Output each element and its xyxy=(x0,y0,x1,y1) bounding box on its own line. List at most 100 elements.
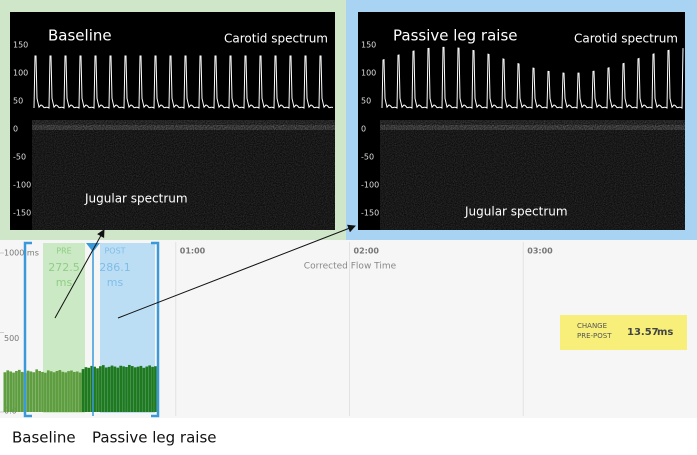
bar xyxy=(133,367,137,412)
scale-label: -50 xyxy=(361,153,374,162)
bar xyxy=(136,366,140,412)
y-tick-label: 500 xyxy=(4,334,19,343)
scale-label: -100 xyxy=(361,181,379,190)
bar xyxy=(58,370,62,412)
caption: Passive leg raise xyxy=(92,429,217,447)
bar xyxy=(93,366,96,412)
x-tick-label: 03:00 xyxy=(527,247,553,256)
bar xyxy=(110,365,114,412)
scale-label: 100 xyxy=(361,69,376,78)
ultrasound: 150 100 50 0 -50 -100 -150 Baseline Carotid spec… xyxy=(10,12,685,230)
x-tick-label: 02:00 xyxy=(354,247,380,256)
jugular-label: Jugular spectrum xyxy=(84,192,188,206)
bar xyxy=(46,370,50,412)
scale-label: -100 xyxy=(13,181,31,190)
change-label: PRE-POST xyxy=(577,332,612,340)
bar xyxy=(41,371,44,412)
annotation-value: 272.5 xyxy=(48,261,80,274)
bar xyxy=(104,367,108,412)
bar xyxy=(70,370,73,412)
arrow xyxy=(54,229,105,319)
bar xyxy=(32,372,36,412)
annotation-label: POST xyxy=(104,247,125,256)
arrow xyxy=(117,224,356,319)
bar xyxy=(96,368,99,412)
spectrum-noise xyxy=(380,125,685,230)
scale-label: 50 xyxy=(13,97,23,106)
bar xyxy=(3,372,7,412)
bar xyxy=(107,366,111,412)
bracket xyxy=(151,241,160,418)
annotation-unit: ms xyxy=(56,276,73,289)
bar xyxy=(49,371,53,412)
baseline-noise xyxy=(380,120,685,130)
baseline-noise xyxy=(32,120,335,130)
bar xyxy=(122,366,125,412)
bar xyxy=(99,366,102,412)
panel-title: Baseline xyxy=(48,27,112,45)
change-unit: ms xyxy=(657,327,673,338)
change-value: 13.57 xyxy=(627,327,659,338)
bar xyxy=(154,366,157,412)
scale-label: -150 xyxy=(13,209,31,218)
bar xyxy=(35,369,39,412)
scale-label: 150 xyxy=(361,41,376,50)
bar xyxy=(20,371,24,412)
annotation-label: PRE xyxy=(56,247,71,256)
bar xyxy=(119,365,123,412)
jugular-label: Jugular spectrum xyxy=(464,205,568,219)
spectrum-noise xyxy=(32,125,335,230)
x-tick-label: 01:00 xyxy=(180,247,206,256)
bar xyxy=(52,372,56,412)
chart-subtitle: Corrected Flow Time xyxy=(304,262,397,272)
bracket xyxy=(23,241,32,418)
bar xyxy=(148,365,151,412)
bar xyxy=(142,367,146,412)
bar xyxy=(151,366,154,412)
y-tick-label: 1000 ms xyxy=(4,249,39,258)
annotation-unit: ms xyxy=(107,276,124,289)
bar xyxy=(75,371,79,412)
annotation-value: 286.1 xyxy=(99,261,131,274)
bar xyxy=(78,372,82,412)
scale-label: 0 xyxy=(13,125,18,134)
bar xyxy=(67,371,70,412)
bar xyxy=(125,367,128,412)
bar xyxy=(55,370,59,412)
bar xyxy=(101,365,105,412)
bar xyxy=(29,371,33,412)
bar xyxy=(145,366,149,412)
bar xyxy=(44,372,47,412)
bar xyxy=(61,371,65,412)
carotid-label: Carotid spectrum xyxy=(224,32,328,46)
scale-label: -150 xyxy=(361,209,379,218)
bar xyxy=(116,367,120,412)
bar xyxy=(12,372,15,412)
waveform xyxy=(381,46,684,109)
bar xyxy=(26,370,30,412)
panel-title: Passive leg raise xyxy=(393,27,518,45)
scale-label: 100 xyxy=(13,69,28,78)
bar xyxy=(64,372,68,412)
carotid-label: Carotid spectrum xyxy=(574,32,678,46)
bar xyxy=(84,367,88,412)
bar xyxy=(38,370,41,412)
bar xyxy=(17,369,21,412)
bar xyxy=(72,371,76,412)
bar xyxy=(128,364,131,412)
change-box xyxy=(560,315,687,350)
bar xyxy=(130,366,134,412)
bar xyxy=(113,366,117,412)
bar xyxy=(87,367,91,412)
bar xyxy=(9,371,12,412)
scale-label: 150 xyxy=(13,41,28,50)
scale-label: 50 xyxy=(361,97,371,106)
waveform xyxy=(33,55,334,109)
bar xyxy=(81,369,85,412)
bar xyxy=(15,370,18,412)
caption: Baseline xyxy=(12,429,76,447)
bar xyxy=(90,365,94,412)
